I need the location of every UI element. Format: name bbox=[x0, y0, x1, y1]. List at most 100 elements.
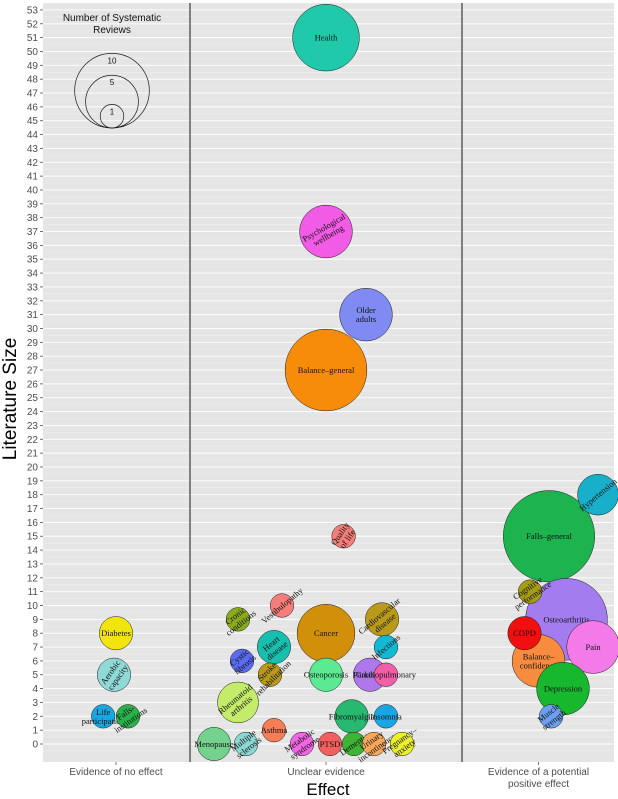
y-tick-label: 52 bbox=[27, 19, 39, 30]
bubble-asthma: Asthma bbox=[261, 718, 288, 743]
y-tick-label: 38 bbox=[27, 213, 39, 224]
bubble-label: Parkinson bbox=[353, 670, 388, 680]
bubble-label-group: Pain bbox=[586, 642, 602, 652]
bubble-circle bbox=[503, 490, 595, 583]
bubble-label-group: Falls–general bbox=[526, 531, 572, 541]
y-tick-label: 18 bbox=[27, 490, 39, 501]
bubble-label: Osteoarthritis bbox=[543, 614, 589, 624]
y-axis-title: Literature Size bbox=[0, 338, 21, 461]
bubble-circle bbox=[229, 648, 255, 673]
bubble-circle bbox=[361, 731, 387, 757]
y-tick-label: 45 bbox=[27, 116, 39, 127]
y-tick-label: 2 bbox=[32, 712, 38, 723]
bubble-label-group: Balance–confidence bbox=[520, 651, 558, 670]
bubble-circle bbox=[225, 607, 251, 632]
y-tick-label: 12 bbox=[27, 573, 39, 584]
bubble-label-group: Health bbox=[315, 33, 338, 43]
bubble-label: Health bbox=[315, 33, 338, 43]
bubble-label: Menopause bbox=[194, 739, 233, 749]
bubbles: Falls–general Balance–general Osteoarthrit… bbox=[82, 4, 618, 764]
bubble-circle bbox=[331, 524, 356, 549]
category-strip bbox=[43, 763, 189, 782]
bubble-label: Pain bbox=[586, 642, 602, 652]
category-label: positive effect bbox=[508, 779, 569, 790]
y-tick-label: 51 bbox=[27, 33, 39, 44]
y-tick-label: 23 bbox=[27, 421, 39, 432]
bubble-label: Insomnia bbox=[370, 711, 402, 721]
bubble-label-group: Balance–general bbox=[298, 365, 355, 375]
bubble-label-group: Cardiopulmonary bbox=[356, 670, 417, 680]
category-strip bbox=[191, 763, 461, 782]
bubble-diabetes: Diabetes bbox=[99, 616, 133, 651]
x-axis-title: Effect bbox=[306, 780, 349, 799]
y-tick-label: 20 bbox=[27, 462, 39, 473]
bubble-circle bbox=[539, 704, 564, 729]
bubble-label: Diabetes bbox=[101, 628, 131, 638]
bubble-circle bbox=[115, 704, 141, 729]
bubble-circle bbox=[257, 662, 283, 687]
y-tick-label: 5 bbox=[32, 670, 38, 681]
bubble-circle bbox=[289, 731, 315, 757]
bubble-pain: Pain bbox=[566, 620, 618, 674]
y-tick-label: 44 bbox=[27, 130, 39, 141]
bubble-label-group: Osteoarthritis bbox=[543, 614, 589, 624]
bubble-depression: Depression bbox=[536, 661, 590, 716]
bubble-label-group: Cancer bbox=[314, 628, 338, 638]
bubble-cardiopulmonary: Cardiopulmonary bbox=[356, 662, 417, 687]
category-label: Unclear evidence bbox=[287, 767, 365, 778]
legend-title: Number of Systematic bbox=[63, 13, 161, 24]
y-tick-label: 25 bbox=[27, 393, 39, 404]
bubble-osteoporosis: Osteoporosis bbox=[304, 657, 348, 692]
y-tick-label: 11 bbox=[28, 587, 39, 598]
bubble-circle bbox=[577, 474, 618, 516]
bubble-cancer: Cancer bbox=[296, 604, 356, 663]
bubble-label: adults bbox=[356, 314, 376, 324]
y-tick-label: 1 bbox=[32, 726, 38, 737]
y-tick-label: 43 bbox=[27, 144, 39, 155]
bubble-label: Osteoporosis bbox=[304, 670, 348, 680]
legend-size-label: 1 bbox=[110, 107, 115, 116]
bubble-circle bbox=[292, 4, 360, 72]
bubble-circle bbox=[269, 593, 295, 618]
bubble-label: Cancer bbox=[314, 628, 338, 638]
legend-size-circle bbox=[99, 104, 125, 129]
bubble-health: Health bbox=[292, 4, 360, 72]
bubble-label: Asthma bbox=[261, 725, 288, 735]
bubble-circle bbox=[566, 620, 618, 674]
bubble-hypertension: Hypertension bbox=[577, 474, 618, 516]
y-tick-label: 33 bbox=[27, 282, 39, 293]
y-tick-label: 3 bbox=[32, 698, 38, 709]
y-tick-label: 26 bbox=[27, 379, 39, 390]
y-tick-label: 21 bbox=[27, 449, 39, 460]
y-tick-label: 7 bbox=[32, 643, 38, 654]
y-tick-label: 40 bbox=[27, 185, 39, 196]
bubble-falls-general: Falls–general bbox=[503, 490, 595, 583]
y-tick-label: 50 bbox=[27, 47, 39, 58]
bubble-circle bbox=[389, 731, 415, 757]
y-tick-label: 10 bbox=[27, 601, 39, 612]
y-tick-label: 16 bbox=[27, 518, 39, 529]
y-tick-label: 15 bbox=[27, 532, 39, 543]
bubble-balance-general: Balance–general bbox=[284, 328, 368, 412]
y-tick-label: 42 bbox=[27, 158, 39, 169]
bubble-label: PTSD bbox=[320, 739, 341, 749]
bubble-circle bbox=[284, 328, 368, 412]
bubble-label: COPD bbox=[513, 628, 536, 638]
category-label: Evidence of a potential bbox=[488, 767, 589, 778]
y-tick-label: 30 bbox=[27, 324, 39, 335]
bubble-circle bbox=[299, 204, 353, 259]
category-label: Evidence of no effect bbox=[69, 767, 162, 778]
bubble-circle bbox=[518, 579, 543, 604]
bubble-circle bbox=[373, 662, 399, 687]
y-tick-label: 48 bbox=[27, 75, 39, 86]
y-tick-label: 29 bbox=[27, 338, 39, 349]
bubble-circle bbox=[317, 731, 343, 757]
panel-separator bbox=[189, 3, 191, 762]
y-tick-label: 6 bbox=[32, 656, 38, 667]
bubble-label-group: Osteoporosis bbox=[304, 670, 348, 680]
